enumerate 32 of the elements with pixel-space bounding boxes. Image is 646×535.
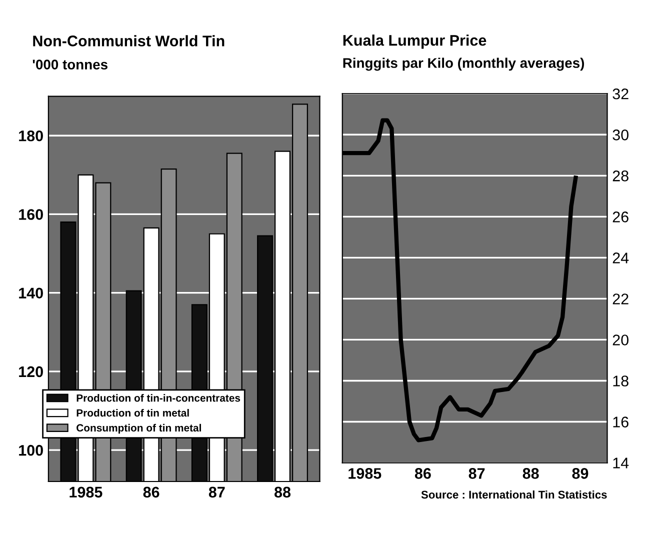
y-tick-label: 22: [612, 294, 628, 304]
y-tick-label: 140: [19, 288, 43, 299]
y-tick-label: 16: [613, 416, 628, 428]
y-tick-label: 120: [19, 366, 43, 378]
x-tick-label: 1985: [348, 468, 382, 479]
y-tick-label: 30: [612, 130, 628, 140]
chart-subtitle: Ringgits par Kilo (monthly averages): [343, 58, 584, 71]
x-tick-label: 88: [522, 468, 539, 479]
chart-title: Non-Communist World Tin: [33, 35, 224, 46]
y-tick-label: 18: [613, 376, 628, 386]
y-tick-label: 180: [19, 130, 43, 142]
y-tick-label: 14: [613, 458, 629, 468]
x-tick-label: 86: [414, 468, 431, 479]
y-tick-label: 160: [19, 209, 43, 220]
chart-title: Kuala Lumpur Price: [343, 34, 486, 49]
source-note: Source : International Tin Statistics: [421, 490, 607, 499]
legend-label: Consumption of tin metal: [76, 424, 201, 434]
chart-subtitle: '000 tonnes: [32, 60, 108, 70]
y-tick-label: 20: [612, 334, 628, 346]
legend-label: Production of tin-in-concentrates: [76, 394, 240, 402]
x-tick-label: 1985: [70, 486, 102, 498]
x-tick-label: 87: [468, 468, 485, 479]
y-tick-label: 28: [612, 170, 628, 182]
legend-label: Production of tin metal: [76, 408, 189, 417]
x-tick-label: 87: [208, 486, 225, 498]
y-tick-label: 100: [19, 444, 43, 456]
x-tick-label: 88: [274, 486, 291, 498]
y-tick-label: 32: [612, 88, 628, 100]
x-tick-label: 89: [572, 468, 588, 479]
x-tick-label: 86: [143, 486, 160, 498]
y-tick-label: 24: [612, 252, 629, 264]
y-tick-label: 26: [612, 212, 628, 222]
